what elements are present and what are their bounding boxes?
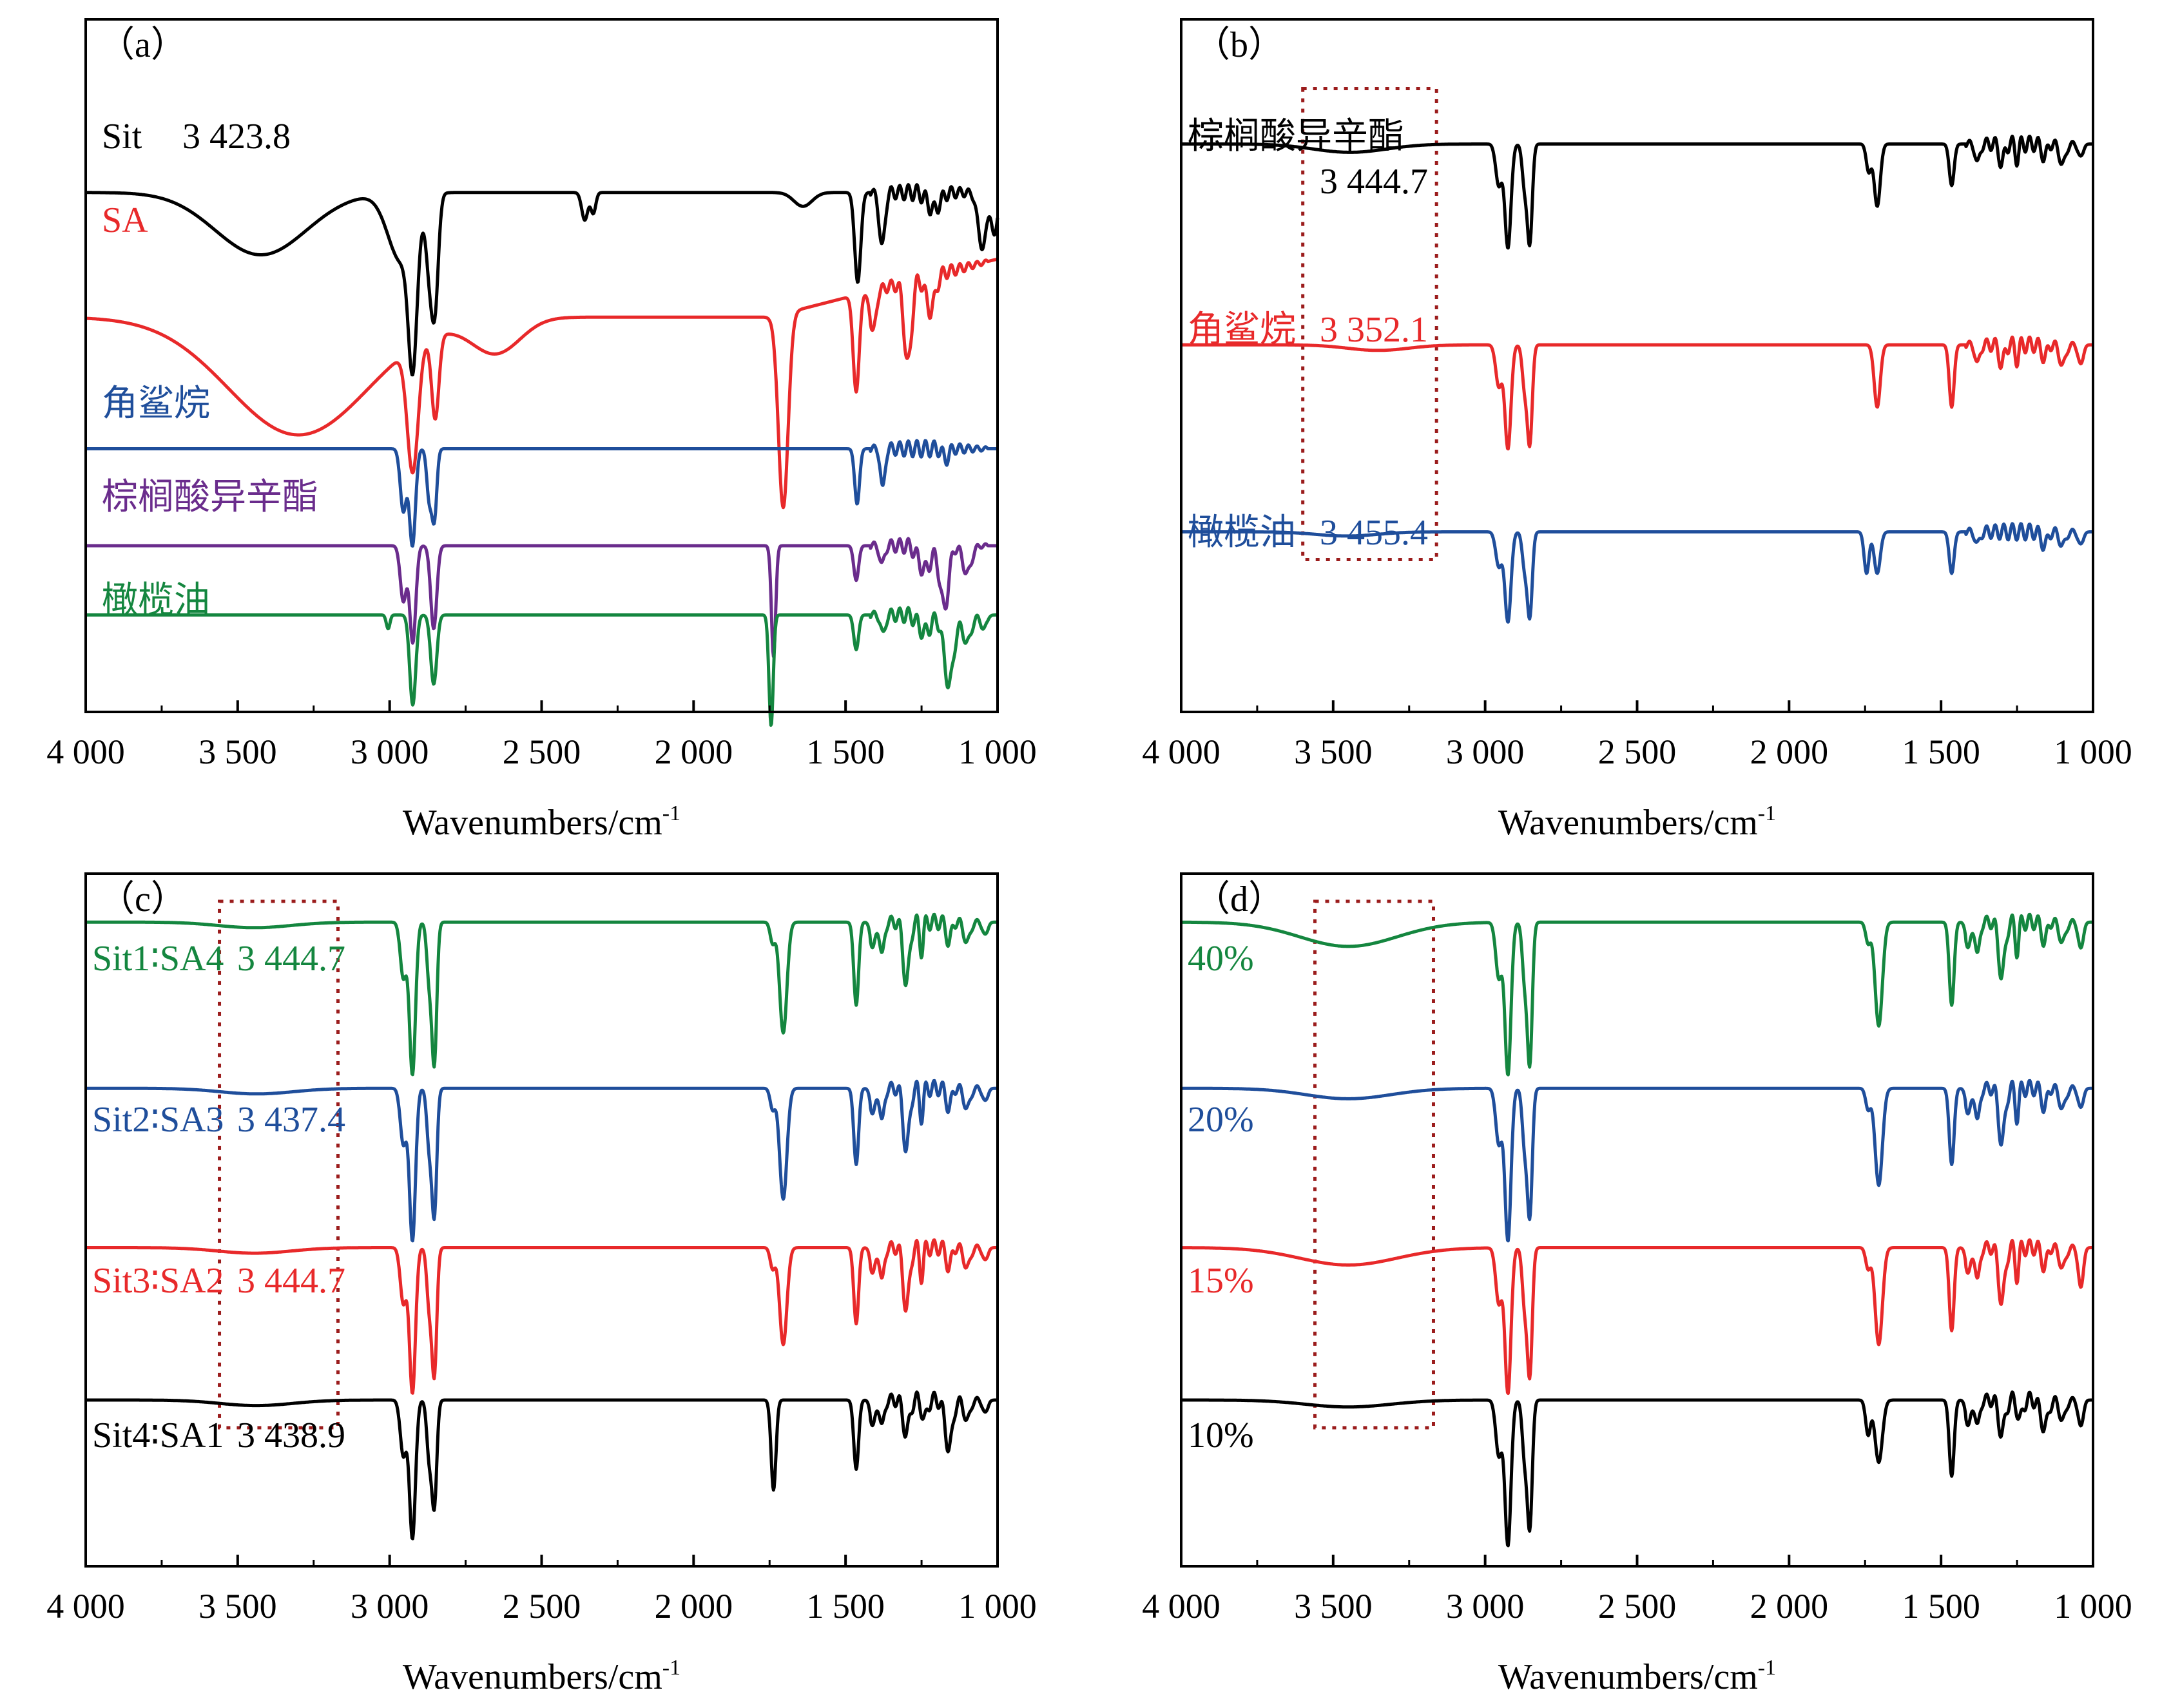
x-tick-label: 3 500 [1294,1587,1373,1626]
series-label: Sit3∶SA2 [92,1261,224,1301]
x-tick-label: 2 500 [503,733,581,771]
panel-label: （d） [1194,879,1284,919]
series-label: 20% [1188,1100,1254,1140]
x-tick-label: 3 500 [198,733,277,771]
series-line-a-1 [84,258,999,510]
x-tick-label: 3 000 [351,1587,429,1626]
peak-annotation: 3 444.7 [237,939,345,979]
x-tick-label: 3 000 [1446,733,1525,771]
series-label: Sit2∶SA3 [92,1100,224,1140]
series-line-a-0 [84,183,999,377]
highlight-box [1313,899,1435,1430]
peak-annotation: 3 444.7 [237,1261,345,1301]
x-tick-label: 3 500 [198,1587,277,1626]
series-line-c-2 [84,1238,999,1395]
x-tick-label: 1 500 [1902,733,1980,771]
x-tick-label: 2 000 [655,1587,733,1626]
series-label: 15% [1188,1261,1254,1301]
series-line-c-1 [84,1079,999,1243]
series-line-d-0 [1180,912,2094,1077]
series-line-a-2 [84,439,999,548]
series-label: 10% [1188,1415,1254,1455]
series-line-b-2 [1180,522,2094,624]
x-tick-label: 4 000 [1142,733,1221,771]
series-label: 橄榄油 [1188,513,1296,553]
peak-annotation: 3 444.7 [1320,162,1428,202]
series-line-d-2 [1180,1238,2094,1396]
x-tick-label: 1 500 [806,733,885,771]
x-tick-label: 1 000 [2054,733,2132,771]
series-label: 橄榄油 [102,581,210,620]
series-label: Sit [102,117,142,157]
series-line-c-0 [84,912,999,1077]
series-line-d-3 [1180,1390,2094,1548]
x-tick-label: 1 000 [958,1587,1037,1626]
x-tick-label: 2 000 [655,733,733,771]
x-tick-label: 2 500 [1598,733,1677,771]
x-axis-title: Wavenumbers/cm-1 [403,801,680,843]
x-tick-label: 4 000 [1142,1587,1221,1626]
series-label: 角鲨烷 [1188,310,1296,350]
series-line-a-4 [84,606,999,727]
series-label: 40% [1188,939,1254,979]
x-tick-label: 2 500 [1598,1587,1677,1626]
x-tick-label: 2 000 [1750,1587,1829,1626]
x-axis-title: Wavenumbers/cm-1 [1498,801,1776,843]
panel-b: 棕榈酸异辛酯 3 444.7 角鲨烷 3 352.1 橄榄油 3 455.4 4 000 3 … [1142,18,2132,843]
series-label: Sit1∶SA4 [92,939,224,979]
x-tick-label: 1 000 [2054,1587,2132,1626]
series-line-b-1 [1180,335,2094,451]
x-tick-label: 1 500 [806,1587,885,1626]
peak-annotation: 3 352.1 [1320,310,1428,350]
x-axis-title: Wavenumbers/cm-1 [403,1656,680,1697]
x-tick-label: 1 000 [958,733,1037,771]
highlight-box [1301,87,1438,561]
series-label: 棕榈酸异辛酯 [1188,117,1404,157]
x-tick-label: 2 000 [1750,733,1829,771]
panel-label: （a） [99,25,187,65]
series-label: 角鲨烷 [102,384,210,424]
series-line-a-3 [84,537,999,658]
series-line-b-0 [1180,135,2094,250]
panel-label: （c） [99,879,187,919]
series-line-c-3 [84,1390,999,1540]
series-label: SA [102,200,148,240]
x-tick-label: 1 500 [1902,1587,1980,1626]
x-tick-label: 3 000 [351,733,429,771]
peak-annotation: 3 437.4 [237,1100,345,1140]
panel-d: 40% 20% 15% 10% 4 000 3 500 3 000 2 500 2 000 1 5… [1142,872,2132,1697]
x-tick-label: 3 500 [1294,733,1373,771]
series-label: Sit4∶SA1 [92,1415,224,1455]
x-tick-label: 4 000 [46,733,125,771]
peak-annotation: 3 438.9 [237,1415,345,1455]
highlight-box [218,899,340,1430]
peak-annotation: 3 455.4 [1320,513,1428,553]
x-tick-label: 2 500 [503,1587,581,1626]
series-line-d-1 [1180,1079,2094,1243]
peak-annotation: 3 423.8 [182,117,291,157]
x-tick-label: 4 000 [46,1587,125,1626]
panel-c: Sit1∶SA4 3 444.7 Sit2∶SA3 3 437.4 Sit3∶SA2 3 … [46,872,1037,1697]
panel-label: （b） [1194,25,1284,65]
series-label: 棕榈酸异辛酯 [102,477,318,517]
x-axis-title: Wavenumbers/cm-1 [1498,1656,1776,1697]
x-tick-label: 3 000 [1446,1587,1525,1626]
